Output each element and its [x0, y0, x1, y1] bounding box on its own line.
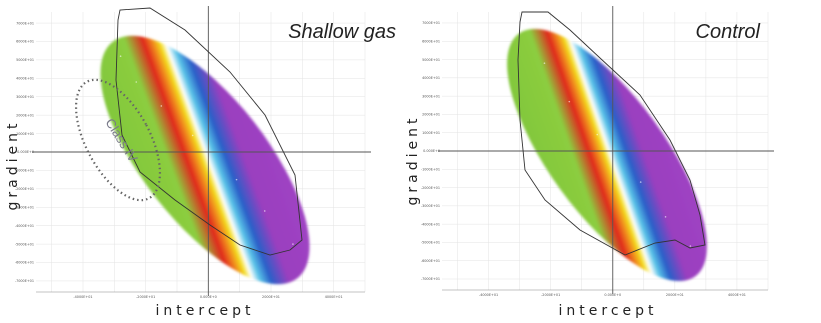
data-point [568, 100, 571, 103]
y-tick-label: -7000E+01 [421, 277, 440, 281]
panel-title-shallow-gas: Shallow gas [288, 21, 396, 43]
cluster-outline [517, 11, 706, 256]
y-tick-label: 2000E+01 [16, 113, 34, 117]
y-axis-label-left: gradient [5, 120, 21, 211]
data-point [160, 105, 163, 107]
class-iv-region-marker [74, 78, 162, 202]
x-tick-label: 2000E+01 [666, 293, 684, 297]
x-tick-label: -4000E+01 [73, 295, 92, 299]
y-tick-label: -4000E+01 [421, 222, 440, 226]
data-cloud [507, 22, 707, 282]
x-tick-labels: -4000E+01 -2000E+01 0.000E+0 2000E+01 4000E+… [73, 295, 342, 299]
x-tick-label: -2000E+01 [541, 293, 560, 297]
data-point [525, 22, 527, 24]
y-axis-label-right: gradient [405, 115, 421, 206]
y-tick-label: 7000E+01 [422, 21, 440, 25]
data-point [135, 81, 138, 83]
x-tick-labels: -4000E+01 -2000E+01 0.000E+0 2000E+01 4000E+… [479, 293, 746, 297]
data-point [263, 210, 266, 212]
x-axis-label-left: intercept [156, 303, 255, 319]
crossplot-control: Control intercept -4000E+01 -2000E+01 0.00… [421, 6, 774, 319]
y-tick-label: 2000E+01 [422, 113, 440, 117]
panel-title-control: Control [696, 21, 761, 43]
x-tick-label: -4000E+01 [479, 293, 498, 297]
y-tick-label: 4000E+01 [422, 76, 440, 80]
y-tick-label: -6000E+01 [421, 259, 440, 263]
y-tick-label: 0.000E+0 [17, 150, 34, 154]
y-tick-label: 6000E+01 [422, 39, 440, 43]
y-tick-label: 5000E+01 [422, 58, 440, 62]
y-tick-label: -5000E+01 [15, 242, 34, 246]
y-tick-label: 5000E+01 [16, 58, 34, 62]
plot-axes [438, 6, 774, 294]
y-tick-labels: 7000E+01 6000E+01 5000E+01 4000E+01 3000E+01… [15, 21, 34, 283]
x-tick-label: 0.000E+0 [604, 293, 621, 297]
y-tick-label: 6000E+01 [16, 40, 34, 44]
data-point [235, 178, 238, 181]
data-point [639, 181, 642, 183]
x-tick-label: 2000E+01 [262, 295, 280, 299]
y-tick-label: -1000E+01 [15, 169, 34, 173]
y-tick-labels: 7000E+01 6000E+01 5000E+01 4000E+01 3000E+01… [421, 21, 440, 281]
y-tick-label: 1000E+01 [16, 132, 34, 136]
y-tick-label: 7000E+01 [16, 21, 34, 25]
y-tick-label: -3000E+01 [421, 204, 440, 208]
scatter-density-cloud [507, 28, 707, 282]
plot-axes [32, 6, 371, 296]
y-tick-label: -6000E+01 [15, 261, 34, 265]
x-axis-label-right: intercept [559, 303, 658, 319]
y-tick-label: -1000E+01 [421, 167, 440, 171]
data-point [191, 134, 194, 137]
y-tick-label: 0.000E+0 [423, 149, 440, 153]
y-tick-label: -4000E+01 [15, 224, 34, 228]
cluster-outline [115, 7, 303, 256]
y-tick-label: 3000E+01 [422, 94, 440, 98]
data-point [119, 55, 122, 58]
data-point [543, 62, 546, 65]
data-point [292, 243, 294, 245]
x-tick-label: 4000E+01 [325, 295, 343, 299]
y-tick-label: 1000E+01 [422, 131, 440, 135]
y-tick-label: -3000E+01 [15, 205, 34, 209]
y-tick-label: -5000E+01 [421, 241, 440, 245]
x-tick-label: 0.000E+0 [200, 295, 217, 299]
data-point [689, 245, 692, 247]
x-tick-label: -2000E+01 [136, 295, 155, 299]
crossplot-shallow-gas: Class IV Shallow gas intercept -4000E+01… [15, 6, 396, 319]
y-tick-label: 4000E+01 [16, 77, 34, 81]
y-tick-label: 3000E+01 [16, 95, 34, 99]
data-point [664, 216, 667, 218]
data-cloud [100, 35, 310, 285]
data-point [596, 133, 599, 136]
scatter-density-cloud [100, 35, 310, 285]
y-tick-label: -2000E+01 [421, 186, 440, 190]
y-tick-label: -2000E+01 [15, 187, 34, 191]
y-tick-label: -7000E+01 [15, 279, 34, 283]
x-tick-label: 4000E+01 [728, 293, 746, 297]
